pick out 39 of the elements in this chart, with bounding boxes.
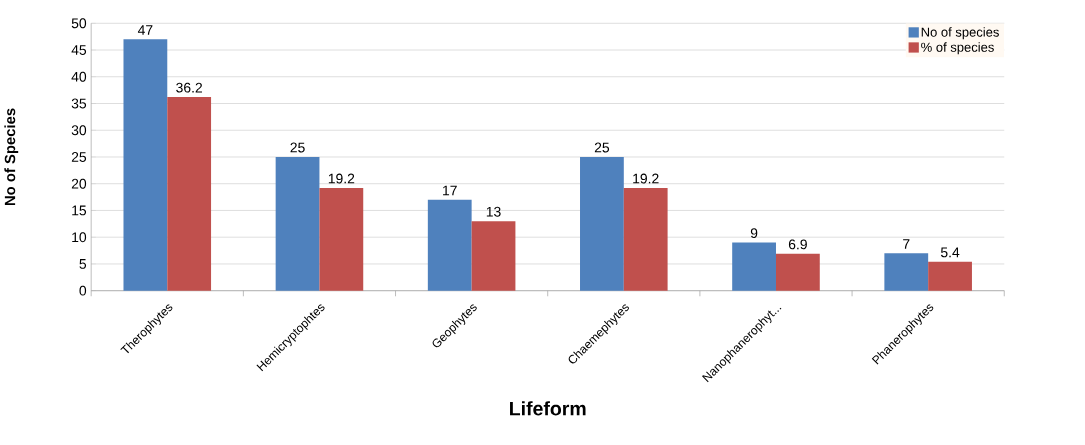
data-label: 9 [750,228,758,238]
y-tick-label: 0 [79,285,87,296]
bar [623,187,668,291]
y-tick-label: 50 [71,18,87,29]
data-label: 47 [137,25,153,35]
bar [732,242,776,291]
bar [580,156,624,291]
data-label: 7 [903,238,910,249]
data-label: 19.2 [633,173,659,184]
bar [319,187,364,291]
y-tick-label: 10 [72,232,87,242]
bar [275,156,320,291]
y-axis-title: No of Species [4,108,19,205]
y-tick-label: 45 [71,44,87,55]
bar [884,253,929,291]
bar [167,96,212,291]
data-label: 25 [290,142,305,153]
data-label: 17 [443,185,457,196]
y-tick-label: 15 [72,205,87,216]
y-tick-label: 20 [71,178,87,189]
data-label: 36.2 [176,82,203,93]
y-tick-label: 25 [71,151,87,162]
y-tick-label: 40 [71,71,87,82]
legend-label: % of species [921,42,994,55]
bar [471,220,516,291]
x-axis-title: Lifeform [510,401,586,416]
data-label: 13 [486,206,501,217]
data-label: 25 [594,142,610,153]
data-label: 6.9 [788,239,807,250]
bar [928,261,972,291]
bar [123,39,168,291]
y-tick-label: 5 [79,258,87,269]
data-label: 19.2 [328,173,355,184]
y-tick-label: 35 [71,98,87,109]
legend-label: No of species [921,27,999,40]
data-label: 5.4 [940,247,960,258]
y-tick-label: 30 [71,125,87,135]
bar [427,199,472,291]
bar [775,253,820,291]
